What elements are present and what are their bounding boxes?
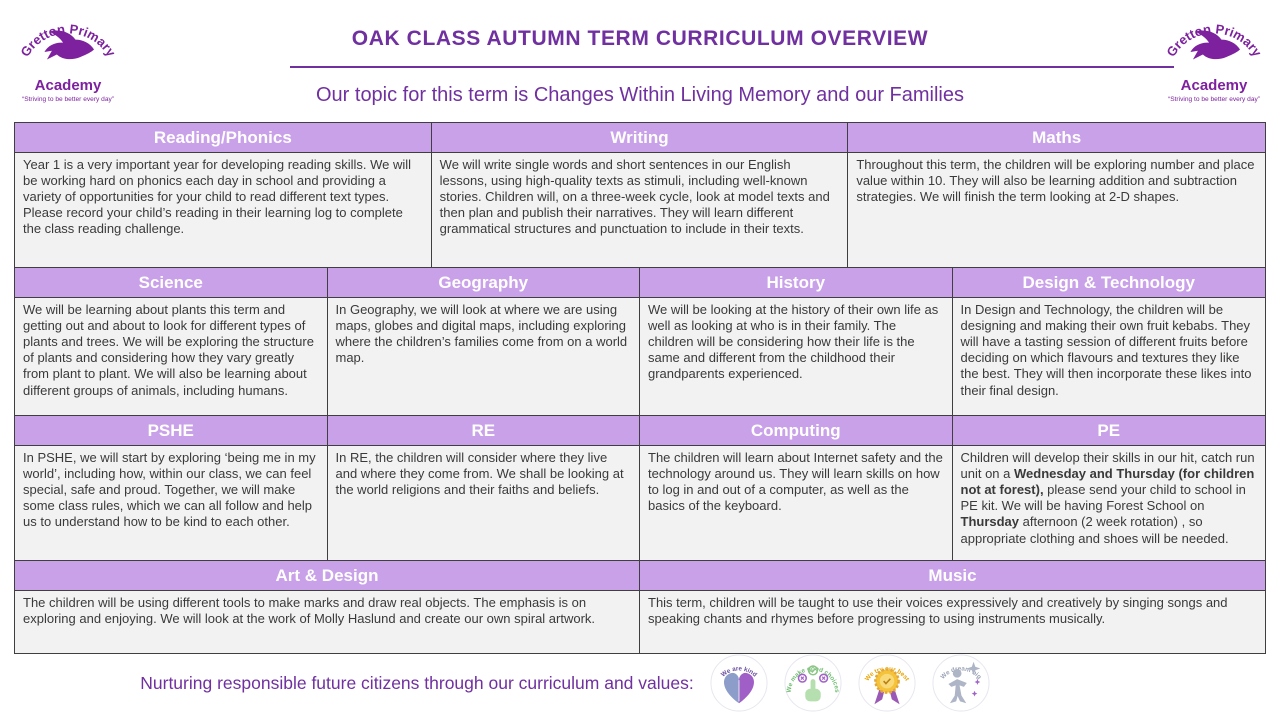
rosette-medal-icon (873, 668, 900, 705)
subject-body-music: This term, children will be taught to us… (640, 591, 1265, 653)
subject-header-re: RE (327, 416, 640, 446)
subject-header-design-technology: Design & Technology (952, 268, 1265, 298)
title-divider (290, 66, 1174, 68)
pointing-hand-icon (797, 665, 829, 702)
subject-body-computing: The children will learn about Internet s… (640, 446, 953, 561)
school-logo-graphic: Gretton Primary Academy “Striving to be … (17, 21, 119, 103)
subject-header-music: Music (640, 561, 1265, 591)
subject-header-science: Science (15, 268, 328, 298)
subject-header-maths: Maths (848, 123, 1265, 153)
subject-body-pe: Children will develop their skills in ou… (952, 446, 1265, 561)
subject-body-history: We will be looking at the history of the… (640, 298, 953, 416)
logo-tagline: “Striving to be better every day” (1168, 96, 1260, 103)
topic-subtitle: Our topic for this term is Changes Withi… (315, 84, 964, 106)
subject-header-writing: Writing (431, 123, 849, 153)
values-statement: Nurturing responsible future citizens th… (140, 672, 694, 693)
band-header-row: Science Geography History Design & Techn… (15, 268, 1265, 298)
page-title: OAK CLASS AUTUMN TERM CURRICULUM OVERVIE… (351, 27, 929, 50)
subject-body-maths: Throughout this term, the children will … (848, 153, 1265, 268)
school-logo-left: Gretton Primary Academy “Striving to be … (8, 2, 128, 116)
subject-body-design-technology: In Design and Technology, the children w… (952, 298, 1265, 416)
subject-body-writing: We will write single words and short sen… (431, 153, 849, 268)
band-header-row: Art & Design Music (15, 561, 1265, 591)
swallow-bird-icon (44, 30, 95, 60)
subject-body-art-design: The children will be using different too… (15, 591, 640, 653)
logo-academy-label: Academy (35, 77, 102, 94)
swallow-bird-icon (1190, 30, 1241, 60)
band-content-row: We will be learning about plants this te… (15, 298, 1265, 416)
subject-header-pshe: PSHE (15, 416, 328, 446)
logo-tagline: “Striving to be better every day” (22, 96, 114, 103)
subject-body-reading-phonics: Year 1 is a very important year for deve… (15, 153, 432, 268)
subject-header-geography: Geography (327, 268, 640, 298)
value-badge-we-dream-big: We dream big (932, 654, 990, 712)
header: OAK CLASS AUTUMN TERM CURRICULUM OVERVIE… (0, 0, 1280, 107)
band-pshe-re-computing-pe: PSHE RE Computing PE In PSHE, we will st… (15, 416, 1265, 561)
school-logo-right: Gretton Primary Academy “Striving to be … (1154, 2, 1274, 116)
school-logo-graphic: Gretton Primary Academy “Striving to be … (1163, 21, 1265, 103)
subject-body-pshe: In PSHE, we will start by exploring ‘bei… (15, 446, 328, 561)
footer: Nurturing responsible future citizens th… (0, 654, 1280, 712)
subject-header-history: History (640, 268, 953, 298)
band-content-row: The children will be using different too… (15, 591, 1265, 653)
subject-header-reading-phonics: Reading/Phonics (15, 123, 432, 153)
band-content-row: Year 1 is a very important year for deve… (15, 153, 1265, 268)
band-core-subjects: Reading/Phonics Writing Maths Year 1 is … (15, 123, 1265, 268)
band-header-row: Reading/Phonics Writing Maths (15, 123, 1265, 153)
logo-academy-label: Academy (1181, 77, 1248, 94)
band-header-row: PSHE RE Computing PE (15, 416, 1265, 446)
subject-body-science: We will be learning about plants this te… (15, 298, 328, 416)
value-badge-we-try-our-best: We try our best (858, 654, 916, 712)
subject-header-pe: PE (952, 416, 1265, 446)
curriculum-table: Reading/Phonics Writing Maths Year 1 is … (14, 122, 1266, 654)
subject-body-re: In RE, the children will consider where … (327, 446, 640, 561)
subject-header-art-design: Art & Design (15, 561, 640, 591)
subject-header-computing: Computing (640, 416, 953, 446)
band-arts: Art & Design Music The children will be … (15, 561, 1265, 653)
band-content-row: In PSHE, we will start by exploring ‘bei… (15, 446, 1265, 561)
value-badge-we-make-good-choices: We make good choices (784, 654, 842, 712)
subject-body-geography: In Geography, we will look at where we a… (327, 298, 640, 416)
value-badge-we-are-kind: We are kind (710, 654, 768, 712)
band-humanities: Science Geography History Design & Techn… (15, 268, 1265, 416)
star-child-icon (948, 661, 981, 704)
